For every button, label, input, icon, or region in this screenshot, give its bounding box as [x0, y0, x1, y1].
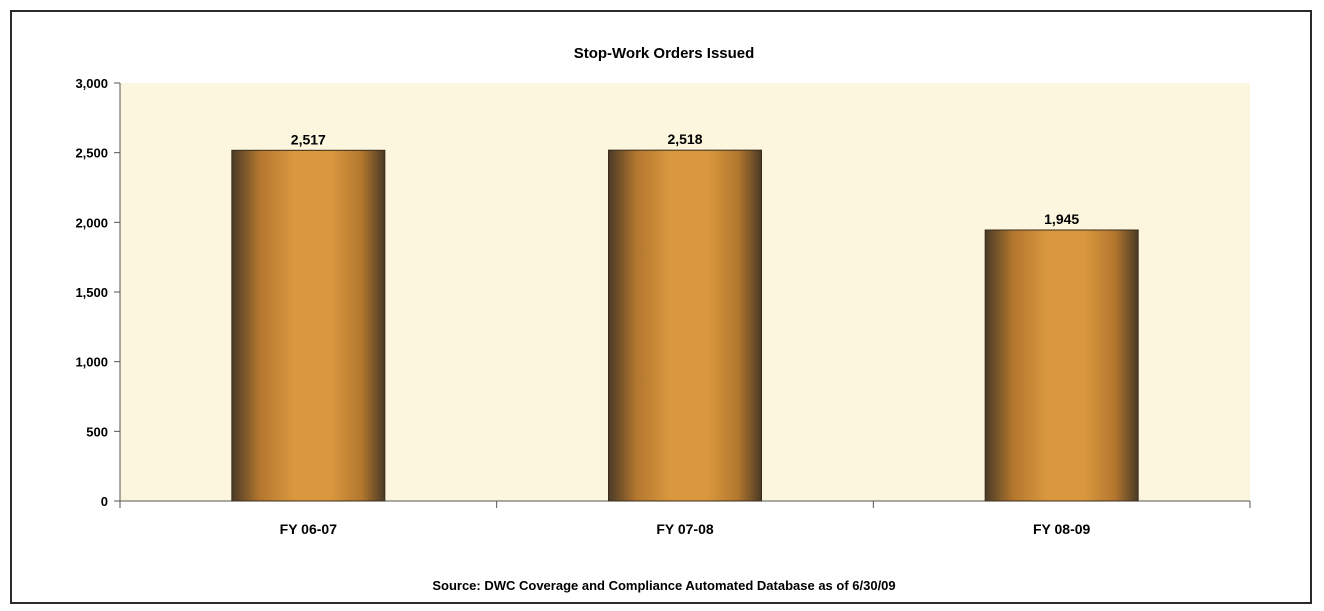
source-note: Source: DWC Coverage and Compliance Auto…: [432, 578, 895, 593]
x-category-label: FY 07-08: [656, 521, 714, 537]
y-tick-label: 2,000: [75, 215, 108, 230]
y-tick-label: 500: [86, 424, 108, 439]
bar: [608, 149, 762, 502]
bar-value-label: 2,517: [291, 131, 326, 147]
bar-value-label: 2,518: [667, 131, 702, 147]
chart-title: Stop-Work Orders Issued: [574, 45, 755, 62]
bar: [231, 149, 386, 502]
y-tick-label: 1,000: [75, 355, 108, 370]
y-tick-label: 2,500: [75, 146, 108, 161]
y-tick-label: 1,500: [75, 285, 108, 300]
bar-value-label: 1,945: [1044, 211, 1079, 227]
x-category-label: FY 06-07: [280, 521, 338, 537]
y-axis: 0 500 1,000 1,500 2,000 2,500 3,000: [75, 76, 121, 509]
bar-series: 2,517 2,518 1,945: [231, 131, 1139, 502]
bar: [984, 229, 1139, 502]
y-tick-label: 0: [101, 494, 108, 509]
y-tick-label: 3,000: [75, 76, 108, 91]
x-category-label: FY 08-09: [1033, 521, 1091, 537]
x-axis: FY 06-07 FY 07-08 FY 08-09: [119, 500, 1251, 537]
